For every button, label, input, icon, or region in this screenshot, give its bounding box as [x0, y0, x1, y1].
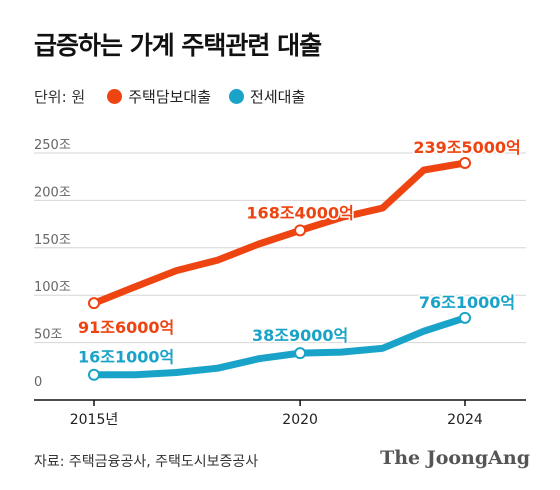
legend-item-jeonse: 전세대출 [229, 86, 305, 107]
y-tick-label: 50조 [34, 328, 63, 343]
publisher-logo: The JoongAng [380, 447, 530, 469]
data-point-marker [294, 347, 307, 360]
legend-item-mortgage: 주택담보대출 [107, 86, 211, 107]
data-label: 91조6000억 [78, 318, 174, 337]
data-label: 16조1000억 [78, 348, 174, 367]
data-label: 239조5000억 [413, 138, 520, 157]
data-point-marker [459, 156, 471, 169]
data-label: 76조1000억 [419, 293, 515, 312]
source-text: 자료: 주택금융공사, 주택도시보증공사 [34, 454, 259, 470]
y-tick-label: 200조 [34, 185, 71, 200]
legend-label-mortgage: 주택담보대출 [128, 88, 212, 106]
series-line-jeonse [90, 314, 469, 379]
series-line-mortgage [90, 159, 469, 307]
data-point-marker [88, 368, 100, 381]
data-label: 168조4000억 [246, 203, 353, 222]
data-point-marker [459, 311, 471, 324]
x-tick-label: 2024 [447, 412, 483, 428]
legend-swatch-jeonse [229, 89, 245, 104]
chart-title: 급증하는 가계 주택관련 대출 [34, 31, 322, 60]
x-tick-label: 2020 [282, 412, 318, 428]
legend-swatch-mortgage [107, 89, 123, 104]
data-label: 38조9000억 [252, 326, 348, 345]
y-tick-label: 250조 [34, 138, 71, 153]
y-tick-label: 100조 [34, 280, 71, 295]
legend: 단위: 원 주택담보대출 전세대출 [34, 86, 323, 107]
x-tick-label: 2015년 [70, 412, 119, 428]
unit-label: 단위: 원 [34, 88, 86, 106]
legend-label-jeonse: 전세대출 [250, 88, 306, 106]
data-point-marker [294, 224, 307, 237]
y-tick-label: 0 [34, 375, 42, 390]
y-tick-label: 150조 [34, 233, 71, 248]
data-point-marker [88, 297, 100, 310]
